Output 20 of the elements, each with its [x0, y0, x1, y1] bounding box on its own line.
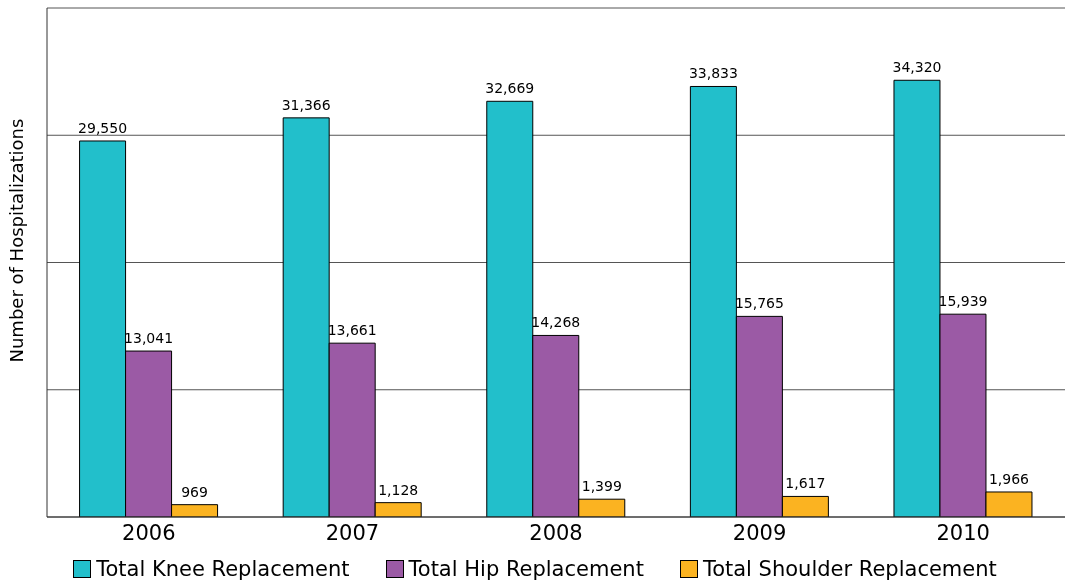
- legend-label: Total Shoulder Replacement: [701, 557, 997, 581]
- x-tick-label: 2009: [732, 520, 787, 545]
- data-label: 1,399: [581, 478, 622, 495]
- data-label: 33,833: [688, 65, 738, 82]
- data-label: 34,320: [892, 59, 942, 76]
- x-tick-label: 2007: [325, 520, 380, 545]
- legend-label: Total Hip Replacement: [407, 557, 644, 581]
- x-tick-label: 2006: [122, 520, 176, 545]
- data-label: 1,128: [378, 481, 419, 498]
- y-axis-title: Number of Hospitalizations: [6, 118, 28, 363]
- data-label: 15,939: [938, 293, 988, 310]
- data-label: 31,366: [281, 96, 331, 113]
- x-tick-label: 2010: [936, 520, 990, 545]
- data-label: 1,966: [988, 470, 1030, 487]
- data-label: 29,550: [78, 119, 128, 136]
- data-label: 1,617: [785, 475, 826, 492]
- x-tick-label: 2008: [529, 520, 583, 545]
- data-label: 32,669: [485, 80, 535, 97]
- data-label: 969: [181, 483, 208, 500]
- legend-label: Total Knee Replacement: [95, 557, 350, 581]
